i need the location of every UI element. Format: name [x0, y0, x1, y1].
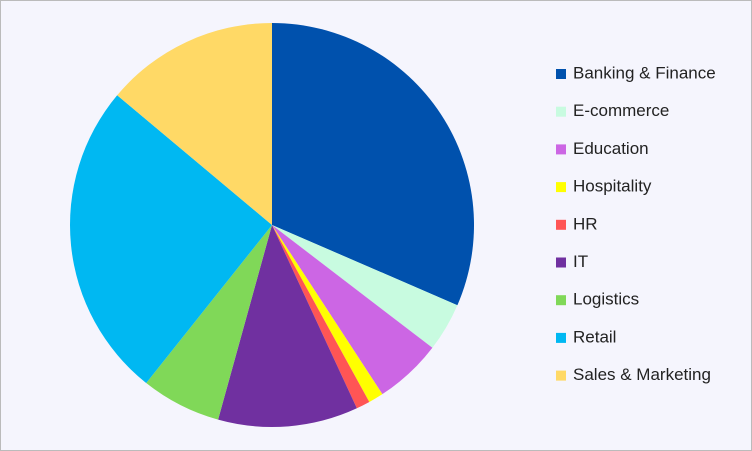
legend-swatch: [556, 69, 566, 79]
legend-swatch: [556, 182, 566, 193]
legend-swatch: [556, 257, 566, 268]
pie-slice: [69, 95, 272, 384]
legend-swatch: [556, 106, 566, 117]
legend-label: Retail: [573, 327, 616, 346]
pie-slice: [272, 225, 458, 348]
pie-slice: [218, 225, 357, 427]
pie-slice: [117, 23, 272, 225]
pie-slice: [146, 225, 272, 420]
legend-label: Sales & Marketing: [573, 365, 711, 384]
pie-slice: [272, 225, 433, 395]
legend-swatch: [556, 332, 566, 343]
legend-swatch: [556, 144, 566, 155]
pie-slice: [272, 225, 383, 403]
legend-swatch: [556, 370, 566, 381]
legend-label: IT: [573, 252, 588, 271]
legend-label: Banking & Finance: [573, 63, 716, 82]
legend-label: E-commerce: [573, 101, 669, 120]
pie-slice: [272, 225, 370, 409]
legend-label: Education: [573, 139, 649, 158]
legend-swatch: [556, 219, 566, 230]
pie-slice: [272, 23, 474, 306]
legend-swatch: [556, 295, 566, 306]
legend-label: HR: [573, 214, 598, 233]
legend-label: Logistics: [573, 290, 639, 309]
legend-label: Hospitality: [573, 177, 652, 196]
